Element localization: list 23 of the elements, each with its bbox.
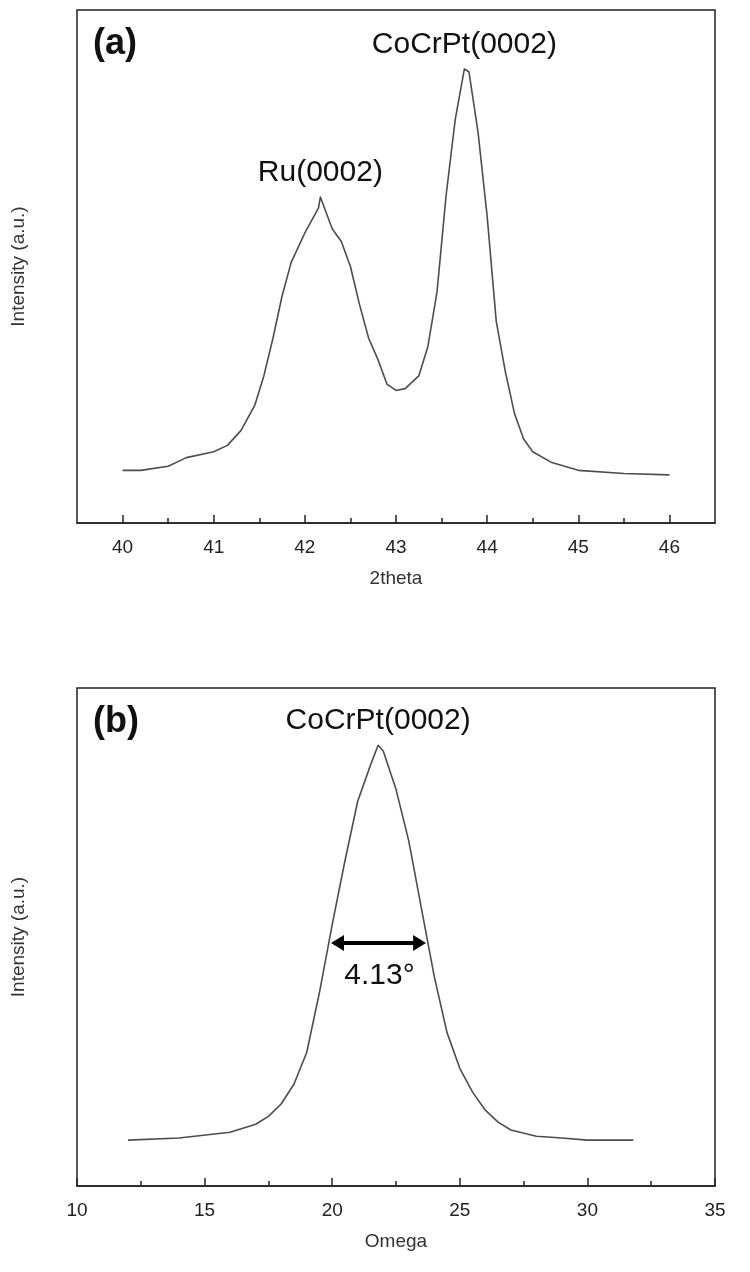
annotation: CoCrPt(0002): [285, 701, 471, 735]
x-tick-label: 30: [576, 1199, 598, 1220]
y-axis-title: Intensity (a.u.): [7, 206, 28, 327]
annotation: 4.13°: [344, 957, 415, 991]
x-tick-label: 40: [112, 536, 134, 557]
x-axis-title: Omega: [364, 1230, 428, 1251]
y-axis-title: Intensity (a.u.): [7, 876, 28, 998]
x-tick-label: 35: [704, 1199, 726, 1220]
annotation: Ru(0002): [257, 153, 383, 187]
x-tick-label: 44: [476, 536, 499, 557]
x-tick-label: 42: [294, 536, 316, 557]
x-tick-label: 25: [449, 1199, 471, 1220]
x-tick-label: 20: [321, 1199, 343, 1220]
x-tick-label: 15: [194, 1199, 216, 1220]
chart-title: (b): [93, 698, 139, 740]
annotation: CoCrPt(0002): [371, 25, 557, 59]
x-tick-label: 45: [567, 536, 589, 557]
x-axis-title: 2theta: [369, 567, 423, 588]
x-tick-label: 10: [66, 1199, 88, 1220]
x-tick-label: 46: [658, 536, 680, 557]
x-tick-label: 43: [385, 536, 407, 557]
x-tick-label: 41: [203, 536, 225, 557]
chart-title: (a): [93, 20, 137, 62]
